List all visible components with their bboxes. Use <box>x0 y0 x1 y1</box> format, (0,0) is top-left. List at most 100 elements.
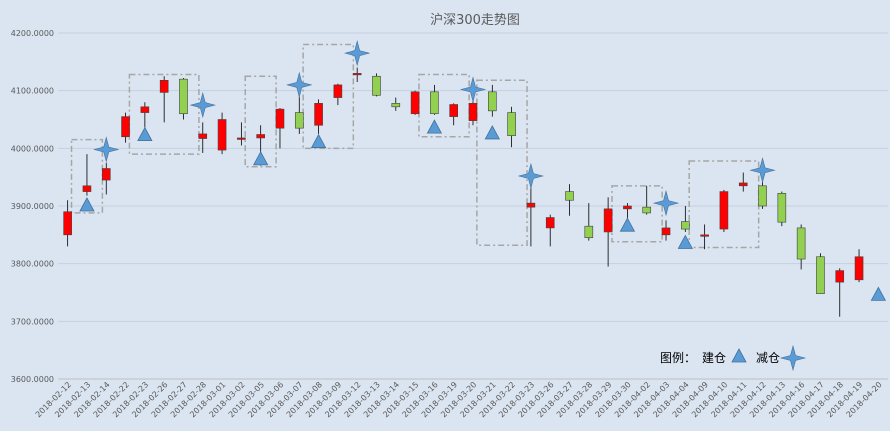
candle <box>642 185 652 215</box>
candle <box>333 83 343 106</box>
candle <box>101 162 111 195</box>
y-tick-label: 3600.0000 <box>11 375 54 384</box>
candle <box>681 206 690 232</box>
candle <box>121 112 130 143</box>
legend-prefix: 图例： <box>660 351 696 365</box>
candle <box>719 189 729 232</box>
candle-body <box>661 227 671 236</box>
y-tick-label: 3700.0000 <box>11 317 54 326</box>
build-marker <box>484 125 500 140</box>
candle <box>603 197 613 267</box>
position-box <box>70 138 104 214</box>
candle <box>275 107 285 149</box>
candle <box>738 172 748 192</box>
candle-body <box>333 84 343 98</box>
candle-body <box>545 217 555 229</box>
candle-body <box>217 119 227 151</box>
candle <box>372 73 381 97</box>
build-marker <box>426 119 443 134</box>
build-marker <box>870 286 887 301</box>
candle <box>816 253 825 294</box>
candle <box>526 185 536 247</box>
candle-body <box>256 134 265 139</box>
candle-body <box>410 91 420 115</box>
markers <box>79 40 887 301</box>
candle <box>449 103 458 126</box>
candle <box>237 122 246 146</box>
candle-body <box>352 73 362 76</box>
chart-title: 沪深300走势图 <box>430 12 520 28</box>
y-tick-label: 4200.0000 <box>11 29 54 38</box>
build-marker <box>137 126 153 142</box>
candle <box>352 67 362 83</box>
candle-body <box>681 221 690 230</box>
candle-body <box>603 208 613 233</box>
candle-body <box>777 193 787 223</box>
reduce-marker <box>189 91 216 119</box>
candle <box>179 77 188 120</box>
legend-reduce-label: 减仓 <box>756 351 780 365</box>
y-tick-label: 3800.0000 <box>11 260 54 269</box>
candle-body <box>584 225 594 239</box>
candle <box>410 90 420 115</box>
candle <box>217 112 227 155</box>
candle-body <box>275 108 285 129</box>
y-axis-labels: 3600.0000 3700.0000 3800.0000 3900.0000 4000… <box>11 29 54 384</box>
reduce-marker <box>459 76 487 103</box>
candle-body <box>854 256 864 281</box>
candle <box>507 106 516 148</box>
candle-body <box>179 78 188 115</box>
candle-body <box>738 182 748 187</box>
position-box <box>302 43 355 150</box>
y-tick-label: 4100.0000 <box>11 87 54 96</box>
candle-body <box>391 103 401 108</box>
candle-body <box>816 256 825 294</box>
candles <box>63 67 864 317</box>
build-marker <box>79 197 95 212</box>
legend-build-icon <box>731 348 747 363</box>
candle <box>700 224 709 250</box>
y-tick-label: 3900.0000 <box>11 202 54 211</box>
candle-body <box>140 106 150 113</box>
candle-body <box>623 205 632 210</box>
candle-body <box>642 206 652 214</box>
reduce-marker <box>517 162 545 190</box>
candle-body <box>758 185 767 207</box>
candle-body <box>835 270 845 283</box>
candle <box>835 268 845 317</box>
candle-body <box>507 112 516 136</box>
candle-body <box>719 191 729 230</box>
candle-body <box>159 79 169 93</box>
x-axis-labels: 2018-02-122018-02-132018-02-142018-02-22… <box>34 380 884 419</box>
candle <box>159 76 169 123</box>
legend: 图例： 建仓 减仓 <box>660 344 807 372</box>
candle-body <box>430 91 439 115</box>
candle <box>391 97 401 111</box>
candle <box>565 184 574 216</box>
position-box <box>476 79 528 246</box>
candle-body <box>796 227 806 260</box>
candle-body <box>121 116 130 138</box>
candle <box>314 99 323 134</box>
candle-body <box>700 234 709 237</box>
candle <box>488 84 497 117</box>
y-tick-label: 4000.0000 <box>11 144 54 153</box>
candle <box>545 214 555 247</box>
candle <box>63 200 72 247</box>
candle <box>294 96 304 134</box>
candle <box>777 191 787 227</box>
candle-body <box>526 202 536 208</box>
reduce-marker <box>93 136 120 163</box>
candle <box>661 220 671 241</box>
reduce-marker <box>286 71 313 99</box>
candle-body <box>237 137 246 140</box>
legend-reduce-icon <box>779 344 807 372</box>
candle <box>468 99 478 126</box>
candle <box>854 249 864 283</box>
build-marker <box>619 217 636 232</box>
candle-body <box>565 191 574 201</box>
build-marker <box>677 234 693 249</box>
candle-body <box>101 168 111 181</box>
